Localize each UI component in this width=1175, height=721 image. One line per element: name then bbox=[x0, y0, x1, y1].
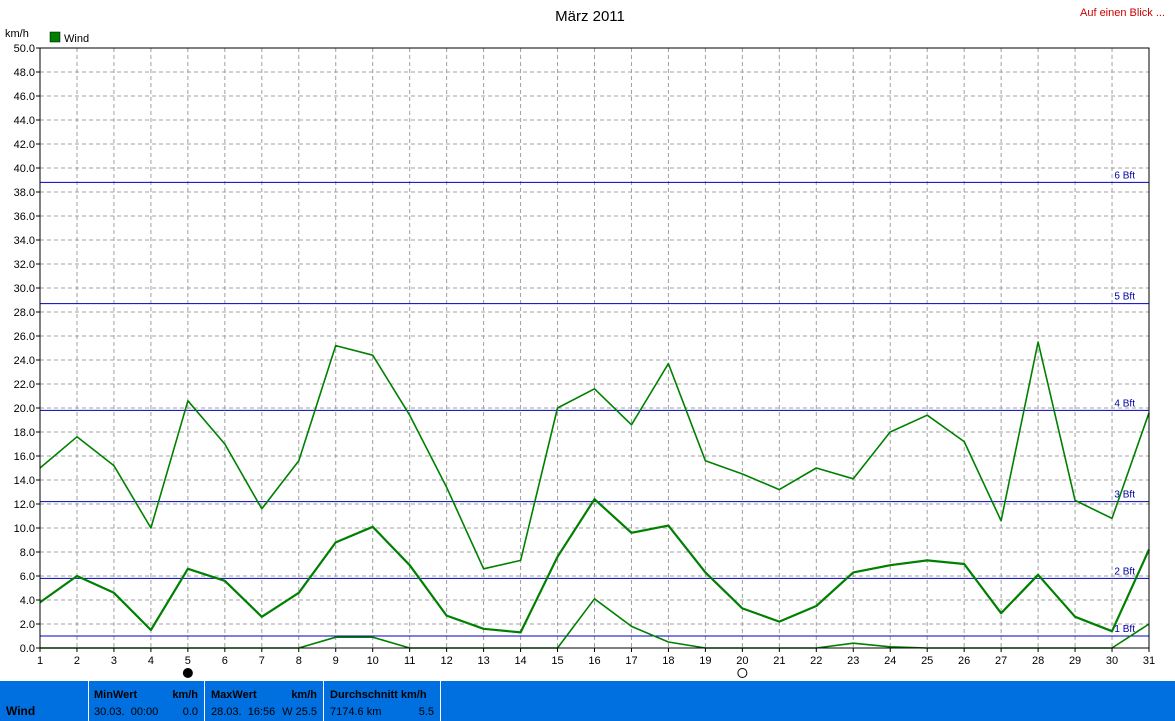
x-tick-label: 6 bbox=[222, 655, 228, 667]
max-datetime: 28.03. 16:56 bbox=[211, 706, 276, 718]
min-value: 0.0 bbox=[182, 706, 198, 718]
y-tick-label: 8.0 bbox=[20, 547, 35, 559]
x-tick-label: 16 bbox=[588, 655, 600, 667]
x-tick-label: 9 bbox=[333, 655, 339, 667]
y-tick-label: 2.0 bbox=[20, 619, 35, 631]
x-tick-label: 22 bbox=[810, 655, 822, 667]
beaufort-label: 6 Bft bbox=[1114, 170, 1135, 181]
y-tick-label: 16.0 bbox=[14, 451, 35, 463]
y-axis: 0.0 2.0 4.0 6.0 8.0 10.0 12.0 14.0 16.0 18.0 20.0 2… bbox=[14, 43, 40, 655]
y-tick-label: 34.0 bbox=[14, 235, 35, 247]
x-tick-label: 29 bbox=[1069, 655, 1081, 667]
footer-label-cell: Wind bbox=[0, 681, 89, 721]
new-moon-icon bbox=[182, 668, 193, 678]
x-tick-label: 19 bbox=[699, 655, 711, 667]
series-line-max bbox=[39, 341, 1150, 570]
y-tick-label: 36.0 bbox=[14, 211, 35, 223]
y-tick-label: 44.0 bbox=[14, 115, 35, 127]
beaufort-label: 3 Bft bbox=[1114, 490, 1135, 501]
y-tick-label: 22.0 bbox=[14, 379, 35, 391]
x-tick-label: 4 bbox=[148, 655, 154, 667]
min-header: MinWert bbox=[94, 689, 138, 701]
avg-cell: Durchschnitt km/h 7174.6 km 5.5 bbox=[325, 681, 441, 721]
x-tick-label: 17 bbox=[625, 655, 637, 667]
x-tick-label: 24 bbox=[884, 655, 896, 667]
x-tick-label: 28 bbox=[1032, 655, 1044, 667]
x-tick-label: 5 bbox=[185, 655, 191, 667]
x-tick-label: 30 bbox=[1106, 655, 1118, 667]
legend-swatch bbox=[49, 31, 61, 43]
y-tick-label: 32.0 bbox=[14, 259, 35, 271]
max-unit: km/h bbox=[291, 689, 317, 701]
x-tick-label: 15 bbox=[551, 655, 563, 667]
y-tick-label: 38.0 bbox=[14, 187, 35, 199]
x-tick-label: 1 bbox=[37, 655, 43, 667]
y-tick-label: 18.0 bbox=[14, 427, 35, 439]
beaufort-lines: 1 Bft 2 Bft 3 Bft 4 Bft 5 Bft 6 Bft bbox=[40, 170, 1149, 637]
avg-value: 5.5 bbox=[418, 706, 434, 718]
max-header: MaxWert bbox=[211, 689, 257, 701]
chart-title: März 2011 bbox=[555, 8, 625, 25]
footer-label: Wind bbox=[6, 704, 36, 718]
moon-markers bbox=[182, 668, 748, 678]
x-tick-label: 2 bbox=[74, 655, 80, 667]
series-line-avg bbox=[39, 498, 1151, 634]
y-tick-label: 46.0 bbox=[14, 91, 35, 103]
x-tick-label: 13 bbox=[477, 655, 489, 667]
beaufort-label: 2 Bft bbox=[1114, 566, 1135, 577]
stats-footer: Wind MinWert km/h 30.03. 00:00 0.0 MaxWe… bbox=[0, 681, 1175, 721]
y-tick-label: 12.0 bbox=[14, 499, 35, 511]
avg-header: Durchschnitt km/h bbox=[330, 689, 427, 701]
full-moon-icon bbox=[737, 668, 748, 678]
x-tick-label: 7 bbox=[259, 655, 265, 667]
x-tick-label: 23 bbox=[847, 655, 859, 667]
y-tick-label: 20.0 bbox=[14, 403, 35, 415]
x-tick-label: 18 bbox=[662, 655, 674, 667]
x-tick-label: 10 bbox=[367, 655, 379, 667]
y-tick-label: 40.0 bbox=[14, 163, 35, 175]
x-axis: 1 2 3 4 5 6 7 8 9 10 11 12 13 14 15 16 17 18 19 20 21 22 23 24 2… bbox=[37, 648, 1155, 667]
y-tick-label: 30.0 bbox=[14, 283, 35, 295]
beaufort-label: 4 Bft bbox=[1114, 398, 1135, 409]
x-tick-label: 25 bbox=[921, 655, 933, 667]
x-tick-label: 3 bbox=[111, 655, 117, 667]
grid bbox=[40, 48, 1149, 648]
y-tick-label: 6.0 bbox=[20, 571, 35, 583]
x-tick-label: 31 bbox=[1143, 655, 1155, 667]
beaufort-label: 5 Bft bbox=[1114, 292, 1135, 303]
x-tick-label: 20 bbox=[736, 655, 748, 667]
wind-chart: März 2011 km/h Wind 1 Bft 2 Bft 3 Bft 4 Bft… bbox=[5, 8, 1155, 678]
y-tick-label: 24.0 bbox=[14, 355, 35, 367]
min-datetime: 30.03. 00:00 bbox=[94, 706, 159, 718]
overview-link[interactable]: Auf einen Blick ... bbox=[1080, 7, 1165, 19]
x-tick-label: 12 bbox=[441, 655, 453, 667]
y-tick-label: 50.0 bbox=[14, 43, 35, 55]
legend-label: Wind bbox=[64, 33, 89, 45]
y-axis-label: km/h bbox=[5, 28, 29, 40]
avg-distance: 7174.6 km bbox=[330, 706, 382, 718]
max-cell: MaxWert km/h 28.03. 16:56 W 25.5 bbox=[206, 681, 324, 721]
beaufort-label: 1 Bft bbox=[1114, 624, 1135, 635]
y-tick-label: 28.0 bbox=[14, 307, 35, 319]
x-tick-label: 14 bbox=[514, 655, 526, 667]
y-tick-label: 0.0 bbox=[20, 643, 35, 655]
y-tick-label: 42.0 bbox=[14, 139, 35, 151]
x-tick-label: 21 bbox=[773, 655, 785, 667]
y-tick-label: 10.0 bbox=[14, 523, 35, 535]
min-cell: MinWert km/h 30.03. 00:00 0.0 bbox=[89, 681, 205, 721]
x-tick-label: 8 bbox=[296, 655, 302, 667]
max-value: W 25.5 bbox=[282, 706, 317, 718]
x-tick-label: 26 bbox=[958, 655, 970, 667]
plot-frame bbox=[39, 47, 1150, 649]
x-tick-label: 27 bbox=[995, 655, 1007, 667]
y-tick-label: 26.0 bbox=[14, 331, 35, 343]
y-tick-label: 14.0 bbox=[14, 475, 35, 487]
min-unit: km/h bbox=[172, 689, 198, 701]
x-tick-label: 11 bbox=[404, 655, 415, 667]
y-tick-label: 4.0 bbox=[20, 595, 35, 607]
y-tick-label: 48.0 bbox=[14, 67, 35, 79]
